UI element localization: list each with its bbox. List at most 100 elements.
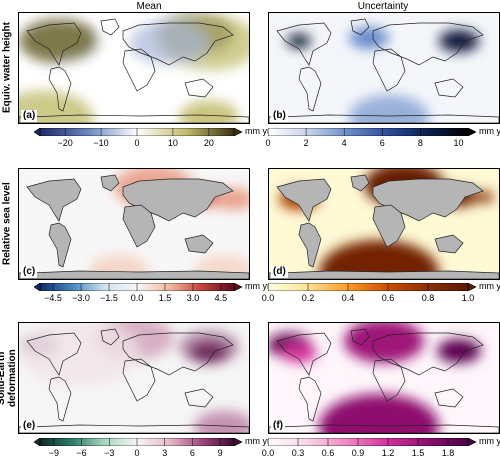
landmass-2: [298, 222, 322, 268]
landmass-7: [19, 270, 249, 279]
landmass-6: [184, 234, 214, 254]
panel-label: (e): [21, 420, 38, 432]
map-panel-4: (d): [268, 168, 500, 280]
colorbar-tick-label: 4.5: [214, 293, 228, 303]
landmass-1: [26, 332, 82, 376]
field-anomaly-1: [269, 169, 270, 170]
landmass-2: [298, 66, 322, 112]
field-anomaly-4: [349, 27, 389, 49]
colorbar-unit: mm yr⁻¹: [479, 436, 500, 446]
field-anomaly-5: [319, 240, 439, 279]
field-anomaly-6: [281, 343, 317, 363]
colorbar-tick-label: 0: [134, 448, 140, 458]
landmass-5: [372, 48, 406, 92]
colorbar-tick-label: −6: [76, 448, 87, 458]
landmass-1: [276, 178, 332, 222]
colorbar-tick-label: −20: [57, 138, 73, 148]
field-anomaly-2: [439, 30, 479, 52]
field-anomaly-6: [179, 100, 239, 123]
panel-label: (a): [21, 110, 38, 122]
landmass-1: [26, 178, 82, 222]
landmass-2: [48, 376, 72, 422]
row-label-relative-sea-level: Relative sea level: [1, 182, 13, 266]
colorbar-extend-high: [467, 283, 477, 291]
colorbar-tick-label: 3.0: [186, 293, 200, 303]
colorbar-tick-label: −4.5: [44, 293, 62, 303]
colorbar-tick-label: 1.5: [411, 448, 425, 458]
colorbar-extend-high: [233, 438, 243, 446]
landmass-5: [122, 204, 156, 248]
field-anomaly-7: [194, 410, 249, 433]
field-anomaly-4: [344, 323, 424, 363]
landmass-6: [434, 78, 464, 98]
colorbar-tick-label: 0.6: [381, 293, 395, 303]
panel-label: (f): [271, 420, 285, 432]
landmass-2: [48, 66, 72, 112]
colorbar-6: [268, 438, 480, 446]
field-anomaly-5: [319, 394, 439, 433]
map-panel-2: (b): [268, 12, 500, 124]
panel-label: (d): [271, 266, 288, 278]
column-title-mean: Mean: [136, 1, 162, 12]
colorbar-3: [34, 283, 246, 291]
landmass-5: [122, 48, 156, 92]
world-map: [269, 169, 499, 279]
colorbar-tick-label: −10: [93, 138, 109, 148]
colorbar-tick-label: 0.2: [301, 293, 315, 303]
colorbar-tick-label: 0.0: [130, 293, 144, 303]
landmass-3: [100, 328, 120, 346]
field-anomaly-1: [269, 323, 270, 324]
colorbar-4: [268, 283, 480, 291]
colorbar-5: [34, 438, 246, 446]
colorbar-tick-label: 10: [167, 138, 178, 148]
colorbar-tick-label: 0.9: [351, 448, 365, 458]
colorbar-tick-label: 0: [265, 138, 271, 148]
landmass-7: [19, 114, 249, 123]
landmass-6: [434, 234, 464, 254]
row-label-equiv-water-height: Equiv. water height: [1, 22, 13, 114]
colorbar-unit: mm yr⁻¹: [479, 126, 500, 136]
landmass-3: [100, 18, 120, 36]
landmass-3: [350, 328, 370, 346]
map-panel-1: (a): [18, 12, 250, 124]
landmass-7: [269, 424, 499, 433]
colorbar-tick-label: −3: [104, 448, 115, 458]
colorbar-tick-label: 1.0: [461, 293, 475, 303]
landmass-1: [26, 22, 82, 66]
colorbar-gradient: [268, 128, 469, 136]
colorbar-tick-label: 9: [217, 448, 223, 458]
landmass-3: [350, 18, 370, 36]
map-panel-6: (f): [268, 322, 500, 434]
colorbar-extend-low: [34, 128, 41, 136]
landmass-3: [350, 174, 370, 192]
colorbar-tick-label: 10: [453, 138, 464, 148]
colorbar-tick-label: 0.4: [341, 293, 355, 303]
colorbar-tick-label: −1.5: [100, 293, 118, 303]
map-panel-5: (e): [18, 322, 250, 434]
landmass-5: [122, 358, 156, 402]
colorbar-1: [34, 128, 246, 136]
field-anomaly-7: [129, 21, 209, 65]
colorbar-tick-label: 0.3: [291, 448, 305, 458]
landmass-7: [269, 270, 499, 279]
colorbar-unit: mm yr⁻¹: [245, 436, 278, 446]
panel-label: (b): [271, 110, 288, 122]
colorbar-tick-label: 0.6: [321, 448, 335, 458]
world-map: [269, 323, 499, 433]
world-map: [19, 323, 249, 433]
colorbar-tick-label: 1.8: [441, 448, 455, 458]
colorbar-tick-label: 3: [162, 448, 168, 458]
colorbar-tick-label: 0.0: [261, 293, 275, 303]
landmass-3: [100, 174, 120, 192]
landmass-5: [372, 358, 406, 402]
colorbar-extend-high: [233, 128, 243, 136]
colorbar-unit: mm yr⁻¹: [245, 126, 278, 136]
landmass-6: [434, 388, 464, 408]
field-anomaly-1: [19, 169, 20, 170]
landmass-7: [19, 424, 249, 433]
world-map: [19, 13, 249, 123]
colorbar-extend-high: [233, 283, 243, 291]
colorbar-extend-low: [34, 283, 41, 291]
world-map: [19, 169, 249, 279]
column-title-uncertainty: Uncertainty: [357, 1, 409, 12]
